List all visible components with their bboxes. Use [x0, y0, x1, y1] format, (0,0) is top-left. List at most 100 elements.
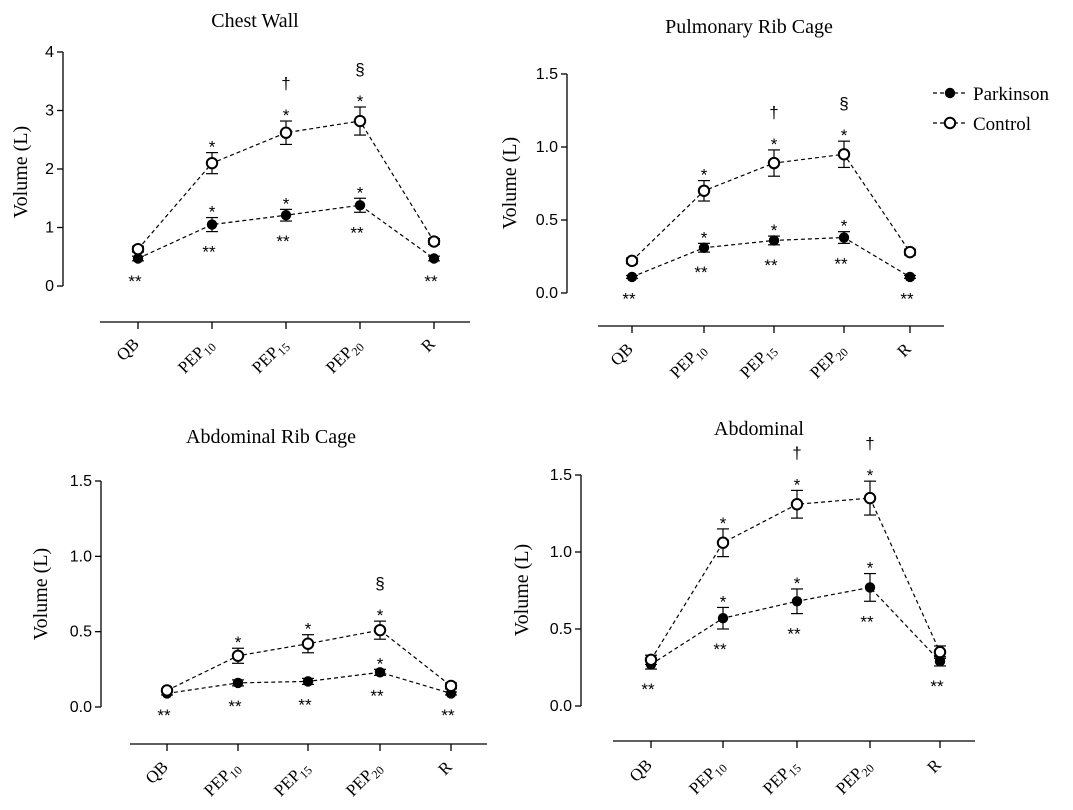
significance-marker-parkinson-below: **	[276, 232, 290, 251]
y-tick-label: 2	[45, 161, 54, 178]
legend-control-marker	[943, 116, 957, 130]
y-tick-label: 1.0	[70, 548, 92, 565]
x-tick-label-base: QB	[626, 755, 656, 785]
data-point-parkinson	[302, 676, 314, 687]
data-point-control	[767, 156, 781, 170]
x-tick-label: PEP10	[200, 757, 245, 802]
y-tick-label: 4	[45, 44, 54, 61]
significance-marker-control: *	[377, 606, 384, 625]
significance-marker-control: *	[771, 135, 778, 154]
legend-parkinson-marker	[944, 87, 956, 99]
significance-marker-parkinson-below: **	[900, 289, 914, 308]
chart-title: Abdominal	[714, 418, 804, 440]
data-point-control	[790, 498, 804, 511]
x-tick-label: R	[923, 755, 945, 777]
chart-panel-abdominal: Abdominal Volume (L) 0.0 0.5 1.0 1.5 QB PEP10 PE…	[511, 418, 975, 800]
y-tick-label: 0.5	[536, 212, 558, 229]
significance-marker-parkinson-below: **	[228, 697, 242, 716]
x-tick-label-base: QB	[113, 334, 143, 364]
data-point-parkinson	[374, 667, 386, 678]
chart-title: Abdominal Rib Cage	[186, 426, 356, 448]
y-tick-label: 1.0	[550, 544, 572, 561]
x-tick-label: PEP20	[832, 755, 877, 800]
data-point-parkinson	[904, 271, 916, 283]
data-point-parkinson	[626, 271, 638, 283]
data-point-parkinson	[864, 582, 876, 593]
chart-panel-pulmonary-rib-cage: Pulmonary Rib Cage Volume (L) 0.0 0.5 1.0 1.5…	[499, 16, 944, 384]
series-line-control	[137, 120, 435, 250]
significance-marker-control: *	[357, 92, 364, 111]
data-point-control	[625, 254, 639, 268]
data-point-control	[231, 649, 245, 662]
significance-marker-parkinson-below: **	[350, 223, 364, 242]
significance-marker-control: *	[235, 633, 242, 652]
significance-marker-parkinson-below: **	[787, 625, 801, 644]
y-tick-label: 3	[45, 103, 54, 120]
significance-marker-control: †	[769, 103, 778, 122]
significance-marker-parkinson-below: **	[298, 695, 312, 714]
chart-panel-abdominal-rib-cage: Abdominal Rib Cage Volume (L) 0.0 0.5 1.0 1.5…	[30, 426, 487, 802]
y-tick-label: 0.5	[550, 621, 572, 638]
x-tick-label: R	[434, 757, 456, 779]
significance-marker-parkinson-below: **	[441, 706, 455, 725]
significance-marker-control: *	[209, 138, 216, 157]
significance-marker-parkinson-below: **	[622, 289, 636, 308]
x-tick-label-base: QB	[142, 757, 172, 787]
significance-marker-parkinson-below: **	[641, 680, 655, 699]
significance-marker-parkinson: *	[771, 221, 778, 240]
data-point-control	[373, 623, 387, 637]
y-tick-label: 0.0	[536, 285, 558, 302]
significance-marker-parkinson-below: **	[713, 640, 727, 659]
data-point-control	[131, 242, 145, 256]
significance-marker-parkinson: *	[377, 654, 384, 673]
data-point-parkinson	[354, 200, 366, 211]
x-tick-label: PEP10	[666, 339, 711, 384]
data-point-parkinson	[717, 613, 729, 624]
x-tick-label-base: QB	[607, 339, 637, 369]
significance-marker-parkinson: *	[283, 194, 290, 213]
significance-marker-parkinson-below: **	[764, 256, 778, 275]
legend: Parkinson Control	[933, 84, 1050, 135]
legend-control-label: Control	[973, 114, 1031, 135]
x-tick-label: QB	[142, 757, 172, 787]
x-tick-label: PEP20	[342, 757, 387, 802]
data-point-control	[301, 637, 315, 650]
data-point-control	[644, 653, 658, 666]
significance-marker-parkinson-below: **	[834, 254, 848, 273]
x-tick-label-base: R	[434, 757, 456, 779]
x-tick-label: PEP20	[322, 334, 367, 379]
significance-marker-control: *	[841, 126, 848, 145]
data-point-control	[160, 684, 174, 697]
data-point-control	[444, 679, 458, 693]
x-tick-label: QB	[607, 339, 637, 369]
significance-marker-parkinson-below: **	[860, 612, 874, 631]
significance-marker-control: *	[794, 475, 801, 494]
y-tick-label: 1.5	[536, 66, 558, 83]
chart-title: Chest Wall	[211, 10, 299, 32]
significance-marker-parkinson: *	[720, 592, 727, 611]
y-tick-label: 1.0	[536, 139, 558, 156]
significance-marker-control: †	[792, 443, 801, 462]
x-tick-label: PEP15	[248, 334, 293, 379]
y-tick-label: 0	[45, 278, 54, 295]
y-tick-label: 1	[45, 220, 54, 237]
significance-marker-control: *	[867, 466, 874, 485]
significance-marker-parkinson-below: **	[694, 263, 708, 282]
chart-title: Pulmonary Rib Cage	[665, 16, 833, 38]
significance-marker-parkinson-below: **	[370, 686, 384, 705]
data-point-control	[353, 114, 367, 128]
data-point-control	[837, 148, 851, 161]
significance-marker-parkinson: *	[841, 217, 848, 236]
significance-marker-control: *	[720, 514, 727, 533]
data-point-parkinson	[428, 253, 440, 264]
y-axis-label: Volume (L)	[511, 544, 533, 636]
data-point-parkinson	[768, 235, 780, 246]
data-point-control	[427, 235, 441, 248]
y-tick-label: 1.5	[550, 467, 572, 484]
x-tick-label: R	[893, 339, 915, 361]
legend-item-control: Control	[933, 114, 1031, 135]
y-tick-label: 0.0	[70, 699, 92, 716]
data-point-control	[716, 536, 730, 549]
data-point-parkinson	[838, 232, 850, 243]
